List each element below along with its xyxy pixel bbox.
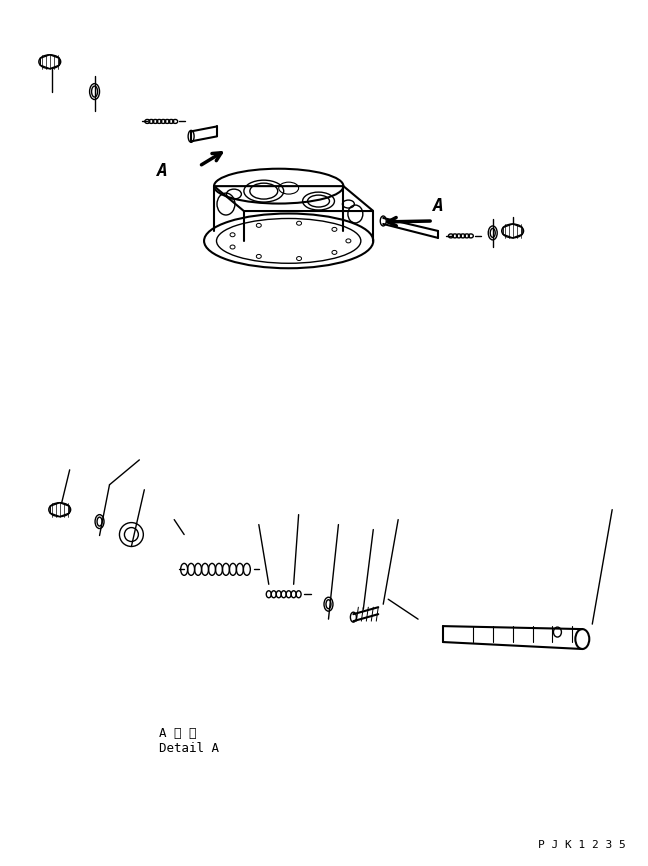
Text: A 詳 細: A 詳 細	[159, 727, 197, 740]
Text: A: A	[433, 197, 444, 215]
Text: P J K 1 2 3 5: P J K 1 2 3 5	[538, 840, 625, 850]
Text: Detail A: Detail A	[159, 741, 219, 754]
Text: A: A	[157, 162, 168, 180]
